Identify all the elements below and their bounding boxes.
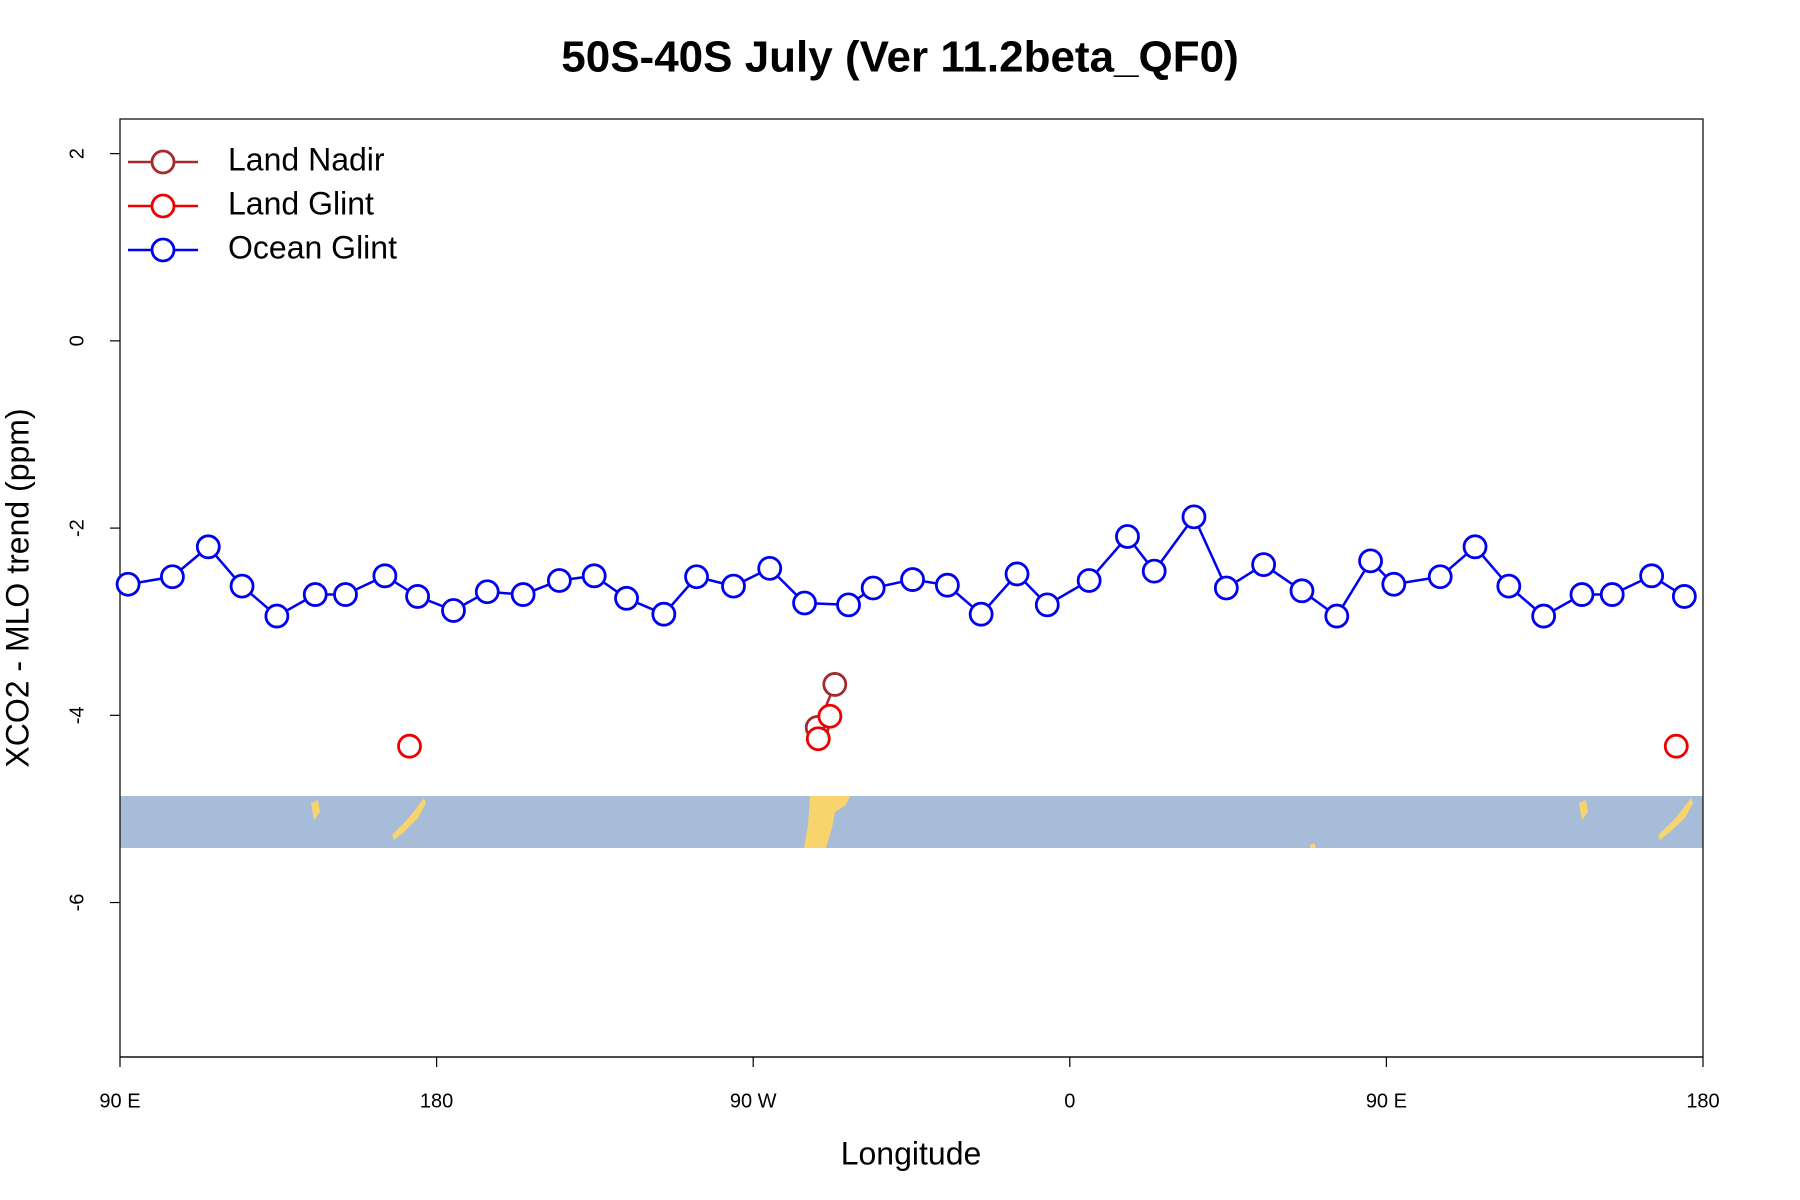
- point: [651, 601, 677, 627]
- point: [397, 733, 422, 759]
- point: [302, 582, 328, 607]
- point: [900, 567, 925, 592]
- x-tick-label: 90 E: [99, 1090, 140, 1112]
- point: [1639, 563, 1665, 589]
- y-axis-label: XCO2 - MLO trend (ppm): [0, 408, 35, 767]
- y-tick-label: -6: [66, 894, 88, 912]
- point: [1181, 504, 1207, 530]
- point: [333, 582, 358, 607]
- x-tick-label: 90 W: [730, 1090, 777, 1112]
- point: [1599, 582, 1625, 607]
- point: [372, 563, 398, 589]
- point: [721, 573, 746, 599]
- chart-title: 50S-40S July (Ver 11.2beta_QF0): [561, 33, 1239, 82]
- point: [614, 585, 639, 611]
- point: [934, 572, 960, 598]
- x-tick-label: 180: [1686, 1090, 1719, 1112]
- point: [1004, 561, 1030, 587]
- x-tick-label: 0: [1064, 1090, 1075, 1112]
- point: [264, 603, 290, 629]
- point: [792, 590, 817, 616]
- legend-marker: [150, 237, 176, 263]
- point: [441, 598, 466, 623]
- point: [1076, 568, 1102, 593]
- point: [1462, 534, 1488, 560]
- ocean-band: [120, 796, 1703, 848]
- y-tick-label: 0: [66, 335, 88, 346]
- legend-label: Land Glint: [228, 185, 374, 221]
- series-line: [127, 514, 1686, 618]
- point: [229, 573, 255, 599]
- point: [1663, 733, 1689, 759]
- point: [1427, 564, 1453, 590]
- point: [581, 563, 607, 589]
- point: [160, 564, 185, 590]
- point: [1569, 582, 1595, 607]
- point: [510, 582, 536, 607]
- point: [1671, 584, 1697, 609]
- legend-marker: [150, 193, 176, 219]
- point: [1289, 578, 1315, 604]
- point: [546, 568, 572, 593]
- point: [115, 571, 141, 597]
- y-tick-label: -4: [66, 706, 88, 724]
- point: [1034, 592, 1060, 618]
- x-tick-label: 90 E: [1366, 1090, 1407, 1112]
- point: [968, 601, 994, 627]
- point: [474, 579, 500, 605]
- point: [684, 564, 709, 590]
- point: [1531, 603, 1557, 629]
- point: [1324, 603, 1350, 629]
- point: [805, 726, 831, 752]
- point: [1141, 558, 1167, 584]
- point: [836, 592, 861, 618]
- point: [1213, 575, 1239, 601]
- point: [1115, 524, 1140, 549]
- land-shapes: [311, 796, 1693, 848]
- point: [1358, 548, 1383, 574]
- y-tick-label: -2: [66, 519, 88, 537]
- point: [757, 555, 783, 581]
- legend-label: Land Nadir: [228, 141, 385, 177]
- legend-label: Ocean Glint: [228, 229, 397, 265]
- point: [405, 584, 431, 609]
- legend-marker: [150, 149, 176, 175]
- point: [1381, 571, 1407, 597]
- point: [860, 575, 886, 601]
- x-tick-label: 180: [420, 1090, 453, 1112]
- x-axis-label: Longitude: [841, 1135, 982, 1171]
- point: [195, 534, 221, 560]
- point: [822, 672, 848, 697]
- point: [817, 703, 843, 729]
- point: [1251, 552, 1277, 577]
- point: [1496, 573, 1522, 599]
- y-tick-label: 2: [66, 148, 88, 159]
